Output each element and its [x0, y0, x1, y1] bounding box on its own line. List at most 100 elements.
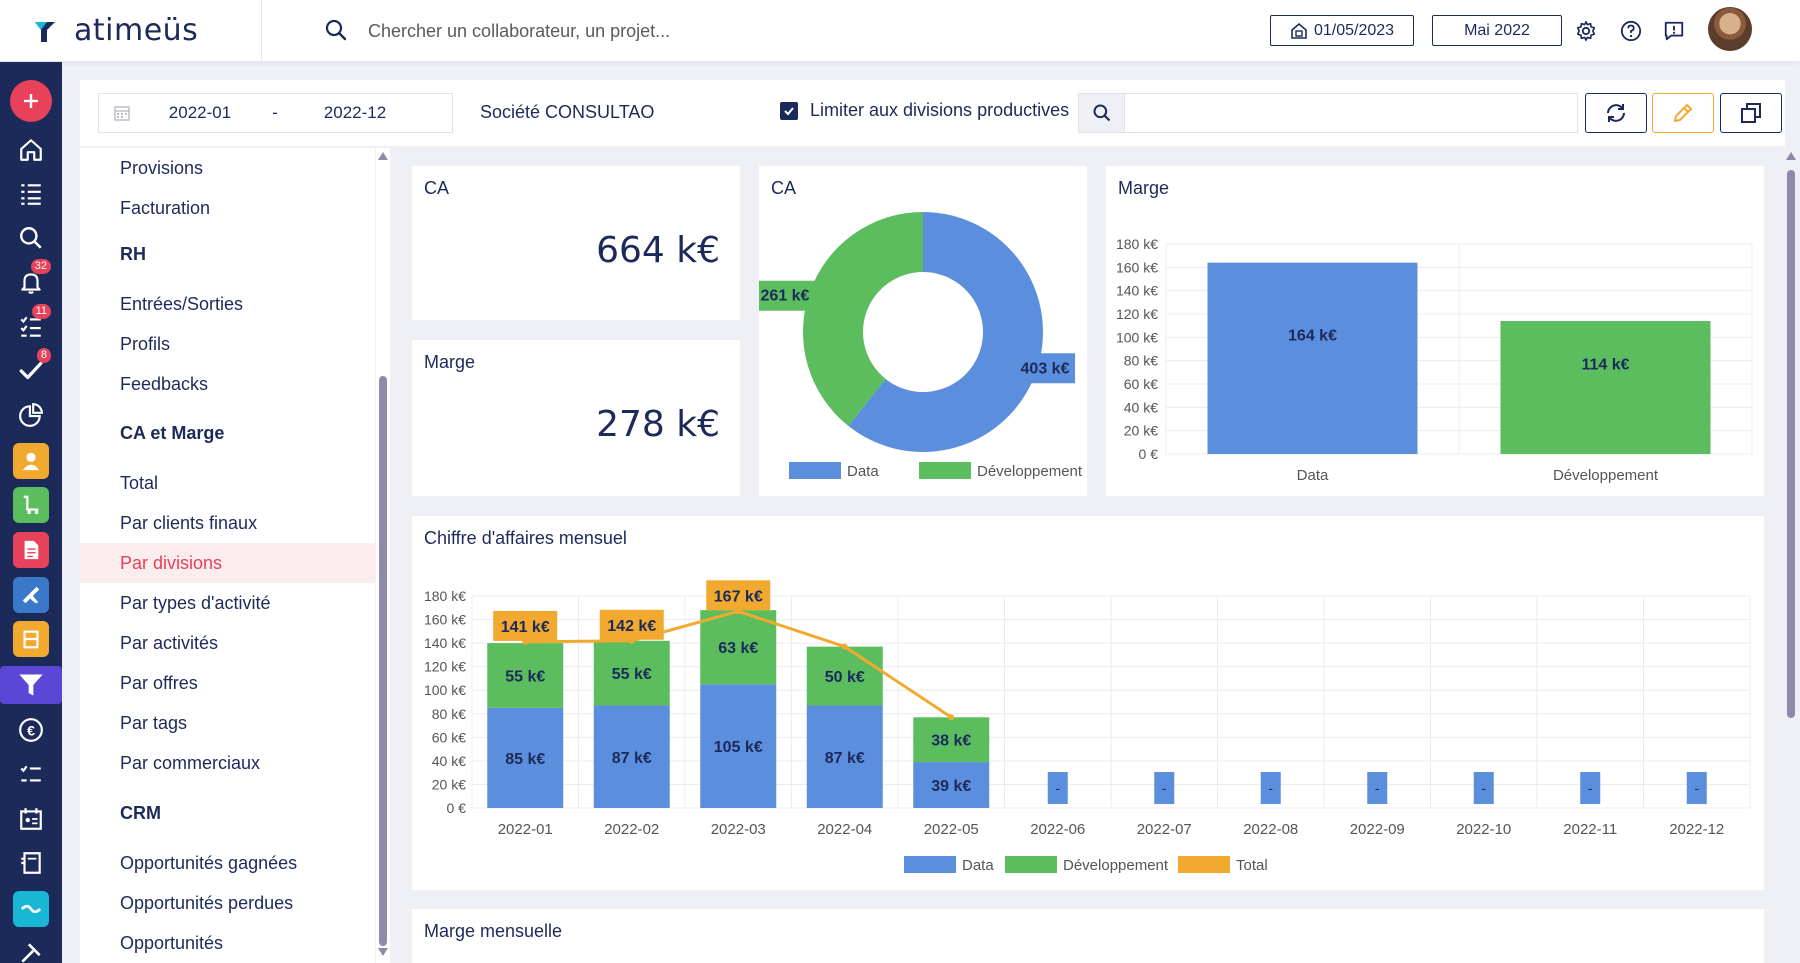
monthly-ytick-8: 160 k€ [424, 612, 466, 628]
marge-ytick-7: 140 k€ [1116, 283, 1158, 299]
monthly-data-label-2: 105 k€ [714, 739, 763, 756]
ca-kpi-card: CA 664 k€ [412, 166, 740, 320]
monthly-empty-bar-11 [1686, 772, 1707, 804]
filter-app-icon[interactable] [0, 666, 62, 704]
menu-item-types-activite[interactable]: Par types d'activité [120, 593, 271, 613]
list-icon[interactable] [11, 175, 51, 213]
menu-scrollbar[interactable] [376, 148, 390, 963]
check-icon[interactable]: 8 [11, 348, 51, 390]
brand-name: atimeüs [74, 12, 199, 48]
menu-section-crm: CRM [120, 803, 161, 823]
monthly-ytick-2: 40 k€ [432, 753, 466, 769]
monthly-ytick-9: 180 k€ [424, 588, 466, 604]
hotel-app-icon[interactable] [11, 620, 51, 658]
marge-bar-title: Marge [1118, 178, 1170, 198]
monthly-legend-label-data: Data [962, 857, 994, 874]
menu-item-clients-finaux[interactable]: Par clients finaux [120, 513, 258, 533]
filter-search-icon[interactable] [1079, 94, 1125, 132]
add-button[interactable] [10, 80, 52, 122]
monthly-xtick-4: 2022-05 [924, 821, 979, 838]
monthly-ca-chart: 0 € 20 k€ 40 k€ 60 k€ 80 k€ 100 k€ 120 k€ 140 k… [424, 580, 1751, 874]
menu-scroll-thumb[interactable] [379, 376, 387, 946]
date-range-picker[interactable]: 2022-01 - 2022-12 [98, 93, 453, 133]
gear-icon[interactable] [1574, 19, 1598, 43]
monthly-dev-label-1: 55 k€ [612, 666, 652, 683]
bell-icon[interactable]: 32 [11, 259, 51, 301]
help-icon[interactable] [1619, 19, 1643, 43]
content-scroll-thumb[interactable] [1787, 170, 1795, 718]
receipt-icon[interactable] [11, 844, 51, 882]
monthly-empty-label-9: - [1481, 780, 1486, 796]
menu-item-commerciaux[interactable]: Par commerciaux [120, 753, 261, 773]
euro-icon[interactable]: € [11, 711, 51, 749]
house-calendar-icon [1291, 22, 1307, 39]
productive-divisions-checkbox[interactable] [780, 101, 798, 120]
monthly-total-label-2: 167 k€ [714, 588, 763, 605]
monthly-empty-bar-5 [1047, 772, 1068, 804]
planner-app-icon[interactable] [11, 576, 51, 614]
menu-item-opportunites[interactable]: Opportunités [120, 933, 224, 953]
feedback-icon[interactable] [1662, 19, 1686, 43]
marge-bar-chart: 0 € 20 k€ 40 k€ 60 k€ 80 k€ 100 k€ 120 k€ 140 k… [1116, 236, 1753, 484]
filter-search [1078, 93, 1578, 133]
cart-app-icon[interactable] [11, 486, 51, 524]
menu-item-total[interactable]: Total [120, 473, 159, 493]
checklist-icon[interactable] [11, 756, 51, 794]
monthly-ytick-3: 60 k€ [432, 729, 466, 745]
monthly-empty-label-7: - [1268, 780, 1273, 796]
scroll-up-arrow[interactable] [378, 152, 388, 160]
calendar-card-icon[interactable] [11, 800, 51, 838]
brand[interactable]: atimeüs [26, 11, 198, 49]
monthly-dev-bar-3 [806, 646, 883, 706]
monthly-empty-bar-10 [1580, 772, 1601, 804]
menu-item-facturation[interactable]: Facturation [120, 198, 211, 218]
menu-item-tags[interactable]: Par tags [120, 713, 188, 733]
tools-icon[interactable] [11, 934, 51, 963]
duplicate-button[interactable] [1720, 93, 1782, 133]
content-scroll-up[interactable] [1786, 152, 1796, 160]
donut-slice-0 [848, 212, 1043, 452]
pie-chart-icon[interactable] [11, 396, 51, 434]
document-app-icon[interactable] [11, 531, 51, 569]
range-to[interactable]: 2022-12 [323, 103, 387, 122]
menu-item-feedbacks[interactable]: Feedbacks [120, 374, 209, 394]
menu-item-profils[interactable]: Profils [120, 334, 171, 354]
content-scrollbar[interactable] [1784, 148, 1798, 963]
global-search-input[interactable] [368, 14, 868, 48]
monthly-legend-swatch-dev [1005, 856, 1057, 873]
filter-bar: 2022-01 - 2022-12 Société CONSULTAO Limi… [80, 80, 1785, 146]
date-selector[interactable]: 01/05/2023 [1270, 15, 1414, 46]
monthly-dev-bar-0 [487, 643, 564, 708]
home-icon[interactable] [11, 131, 51, 169]
company-label: Société CONSULTAO [480, 102, 655, 122]
menu-item-opp-gagnees[interactable]: Opportunités gagnées [120, 853, 298, 873]
monthly-xtick-0: 2022-01 [498, 821, 553, 838]
scroll-down-arrow[interactable] [378, 948, 388, 956]
period-selector[interactable]: Mai 2022 [1432, 15, 1562, 46]
search-icon[interactable] [324, 18, 348, 47]
menu-item-provisions[interactable]: Provisions [120, 158, 204, 178]
pencil-icon [1674, 104, 1692, 122]
user-avatar[interactable] [1708, 7, 1752, 51]
monthly-empty-bar-7 [1260, 772, 1281, 804]
menu-item-opp-perdues[interactable]: Opportunités perdues [120, 893, 294, 913]
menu-item-activites[interactable]: Par activités [120, 633, 219, 653]
menu-item-entrees-sorties[interactable]: Entrées/Sorties [120, 294, 244, 314]
atimeus-logo-icon [26, 11, 64, 49]
range-from[interactable]: 2022-01 [168, 103, 232, 122]
search-nav-icon[interactable] [11, 219, 51, 257]
marge-bar-0 [1207, 262, 1418, 454]
monthly-legend-swatch-data [904, 856, 956, 873]
menu-item-offres[interactable]: Par offres [120, 673, 198, 693]
handshake-app-icon[interactable] [11, 890, 51, 928]
legend-label-dev: Développement [977, 463, 1083, 480]
filter-search-input[interactable] [1125, 94, 1577, 132]
productive-divisions-toggle[interactable]: Limiter aux divisions productives [780, 100, 1069, 121]
task-list-icon[interactable]: 11 [11, 304, 51, 346]
monthly-ca-title: Chiffre d'affaires mensuel [424, 528, 627, 548]
edit-button[interactable] [1652, 93, 1714, 133]
menu-item-divisions[interactable]: Par divisions [80, 543, 375, 583]
people-app-icon[interactable] [11, 442, 51, 480]
refresh-button[interactable] [1585, 93, 1647, 133]
legend-swatch-data [789, 462, 841, 479]
